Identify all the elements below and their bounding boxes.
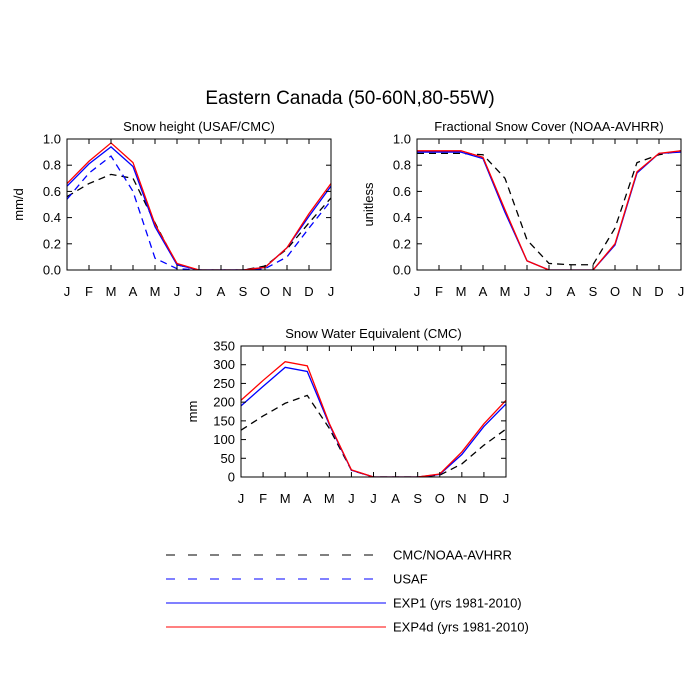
y-tick-label: 1.0 [393, 132, 411, 147]
x-tick-label: J [238, 491, 245, 506]
y-tick-label: 0 [228, 470, 235, 485]
y-tick-label: 300 [213, 357, 235, 372]
x-tick-label: A [129, 284, 138, 299]
legend-label: EXP4d (yrs 1981-2010) [393, 620, 529, 635]
y-axis-label: mm/d [11, 188, 26, 221]
x-tick-label: O [610, 284, 620, 299]
x-tick-label: N [632, 284, 641, 299]
y-tick-label: 200 [213, 395, 235, 410]
x-tick-label: F [435, 284, 443, 299]
legend-label: CMC/NOAA-AVHRR [393, 548, 512, 563]
panel-title: Fractional Snow Cover (NOAA-AVHRR) [434, 119, 663, 134]
x-tick-label: O [260, 284, 270, 299]
panel-title: Snow Water Equivalent (CMC) [285, 326, 462, 341]
y-tick-label: 1.0 [43, 132, 61, 147]
series-line [241, 394, 506, 477]
legend: CMC/NOAA-AVHRR USAF EXP1 (yrs 1981-2010) EX… [166, 548, 529, 635]
figure-title: Eastern Canada (50-60N,80-55W) [205, 88, 494, 109]
x-tick-label: F [259, 491, 267, 506]
plot-frame [416, 138, 682, 271]
x-tick-label: A [567, 284, 576, 299]
y-tick-label: 350 [213, 339, 235, 354]
y-tick-label: 0.2 [393, 236, 411, 251]
x-tick-label: A [217, 284, 226, 299]
legend-label: EXP1 (yrs 1981-2010) [393, 596, 522, 611]
y-tick-label: 100 [213, 432, 235, 447]
x-tick-label: M [500, 284, 511, 299]
y-tick-label: 0.0 [393, 263, 411, 278]
x-tick-label: J [370, 491, 377, 506]
y-tick-label: 250 [213, 376, 235, 391]
x-tick-label: J [196, 284, 203, 299]
x-tick-label: J [64, 284, 71, 299]
x-tick-label: D [479, 491, 488, 506]
y-tick-label: 0.2 [43, 236, 61, 251]
series-line [241, 366, 506, 477]
x-tick-label: J [678, 284, 685, 299]
x-tick-label: O [435, 491, 445, 506]
x-tick-label: A [303, 491, 312, 506]
plot-frame [66, 138, 332, 271]
x-tick-label: J [524, 284, 531, 299]
y-axis-label: mm [185, 401, 200, 423]
panel-snow-cover: Fractional Snow Cover (NOAA-AVHRR) unitle… [361, 119, 684, 299]
x-tick-label: J [503, 491, 510, 506]
x-tick-label: S [413, 491, 422, 506]
x-tick-label: S [239, 284, 248, 299]
x-tick-label: J [348, 491, 355, 506]
x-tick-label: J [546, 284, 553, 299]
panel-title: Snow height (USAF/CMC) [123, 119, 275, 134]
panel-swe: Snow Water Equivalent (CMC) mm 0 50 100 150 20… [185, 326, 509, 506]
y-tick-label: 150 [213, 413, 235, 428]
x-tick-label: M [280, 491, 291, 506]
y-tick-label: 0.6 [43, 184, 61, 199]
x-tick-label: J [328, 284, 335, 299]
x-tick-label: D [304, 284, 313, 299]
x-tick-label: A [479, 284, 488, 299]
y-tick-label: 0.8 [43, 158, 61, 173]
y-tick-label: 50 [221, 451, 235, 466]
y-axis-label: unitless [361, 182, 376, 227]
x-tick-label: N [282, 284, 291, 299]
x-tick-label: M [456, 284, 467, 299]
y-tick-label: 0.4 [43, 210, 61, 225]
x-tick-label: J [174, 284, 181, 299]
series-line [417, 150, 681, 270]
x-tick-label: A [391, 491, 400, 506]
y-tick-label: 0.8 [393, 158, 411, 173]
panel-snow-height: Snow height (USAF/CMC) mm/d 0.0 0.2 0.4 0.6 0.… [11, 119, 334, 299]
series-line [67, 155, 331, 270]
x-tick-label: J [414, 284, 421, 299]
legend-label: USAF [393, 572, 428, 587]
x-tick-label: S [589, 284, 598, 299]
series-line [67, 173, 331, 270]
series-line [241, 361, 506, 477]
x-tick-label: F [85, 284, 93, 299]
x-tick-label: N [457, 491, 466, 506]
x-tick-label: M [324, 491, 335, 506]
y-tick-label: 0.4 [393, 210, 411, 225]
x-tick-label: M [106, 284, 117, 299]
series-line [417, 151, 681, 270]
x-tick-label: D [654, 284, 663, 299]
series-line [417, 150, 681, 266]
y-tick-label: 0.6 [393, 184, 411, 199]
y-tick-label: 0.0 [43, 263, 61, 278]
x-tick-label: M [150, 284, 161, 299]
